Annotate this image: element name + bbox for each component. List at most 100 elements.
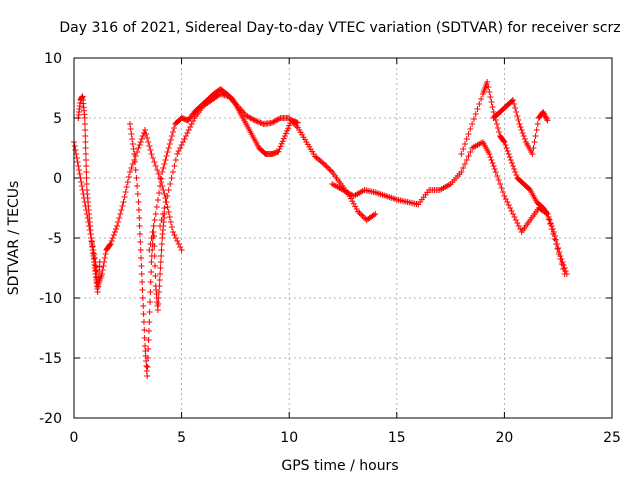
- data-point: [546, 217, 553, 223]
- series-track-6: [329, 139, 568, 277]
- data-point: [353, 206, 360, 212]
- data-point: [138, 263, 145, 269]
- data-point: [357, 211, 364, 218]
- data-point: [460, 146, 467, 152]
- data-point: [159, 211, 166, 217]
- data-point: [180, 139, 187, 145]
- data-point: [99, 267, 106, 273]
- data-point: [280, 135, 287, 142]
- data-point: [529, 151, 536, 157]
- data-point: [165, 145, 172, 151]
- data-point: [282, 130, 289, 137]
- data-point: [512, 169, 519, 175]
- data-point: [155, 301, 162, 307]
- data-point: [478, 96, 485, 102]
- data-point: [284, 127, 291, 134]
- data-point: [160, 165, 167, 171]
- data-point: [161, 161, 168, 167]
- data-point: [82, 133, 89, 139]
- data-point: [82, 139, 89, 145]
- data-point: [326, 166, 333, 173]
- data-point: [254, 118, 261, 125]
- data-point: [465, 153, 472, 159]
- data-point: [82, 127, 89, 133]
- data-point: [152, 263, 159, 269]
- data-point: [508, 160, 515, 166]
- data-point: [467, 149, 474, 155]
- data-point: [521, 136, 528, 142]
- data-point: [81, 121, 88, 127]
- data-point: [140, 303, 147, 309]
- data-point: [139, 133, 146, 139]
- data-point: [560, 262, 567, 268]
- data-point: [172, 235, 179, 241]
- data-point: [497, 181, 504, 187]
- data-point: [487, 154, 494, 160]
- data-point: [141, 335, 148, 341]
- data-point: [145, 337, 152, 343]
- data-point: [511, 101, 518, 107]
- data-point: [101, 255, 108, 261]
- data-point: [508, 208, 515, 214]
- data-point: [349, 198, 356, 205]
- data-point: [131, 159, 138, 165]
- data-point: [108, 238, 115, 244]
- data-point: [152, 211, 159, 217]
- data-point: [165, 209, 172, 215]
- data-point: [158, 241, 165, 247]
- data-point: [532, 133, 539, 139]
- data-point: [156, 190, 163, 196]
- data-point: [144, 355, 151, 361]
- data-point: [132, 167, 139, 173]
- data-point: [140, 319, 147, 325]
- data-point: [182, 133, 189, 139]
- data-point: [557, 253, 564, 259]
- data-point: [164, 149, 171, 155]
- data-point: [513, 172, 520, 178]
- x-tick-label: 5: [177, 430, 186, 446]
- axis-ticks: [73, 57, 613, 419]
- data-point: [134, 183, 141, 189]
- x-axis-label: GPS time / hours: [281, 458, 398, 474]
- data-point: [505, 202, 512, 208]
- data-point: [155, 171, 162, 177]
- data-point: [151, 253, 158, 259]
- data-point: [157, 265, 164, 271]
- x-tick-label: 0: [70, 430, 79, 446]
- data-point: [158, 253, 165, 259]
- data-point: [486, 89, 493, 95]
- data-point: [257, 119, 264, 126]
- data-point: [156, 283, 163, 289]
- data-point: [156, 289, 163, 295]
- data-point: [500, 138, 507, 144]
- data-point: [149, 155, 156, 161]
- data-point: [490, 163, 497, 169]
- data-point: [324, 164, 331, 171]
- data-point: [177, 244, 184, 250]
- y-tick-label: 0: [53, 171, 62, 187]
- data-point: [154, 307, 161, 313]
- data-point: [111, 229, 118, 235]
- data-point: [530, 145, 537, 151]
- data-point: [169, 169, 176, 175]
- data-point: [141, 327, 148, 333]
- data-point: [76, 167, 83, 173]
- data-point: [162, 199, 169, 205]
- data-point: [151, 159, 158, 165]
- data-point: [487, 94, 494, 100]
- data-point: [514, 113, 521, 119]
- data-point: [499, 189, 506, 195]
- x-tick-label: 10: [280, 430, 298, 446]
- data-point: [511, 166, 518, 172]
- data-point: [350, 200, 357, 207]
- data-point: [470, 116, 477, 122]
- data-point: [540, 109, 547, 115]
- data-point: [136, 142, 143, 148]
- data-point: [469, 121, 476, 127]
- data-point: [543, 114, 550, 121]
- data-point: [505, 151, 512, 157]
- data-point: [167, 219, 174, 225]
- x-tick-labels: 0 5 10 15 20 25: [70, 430, 621, 446]
- data-point: [171, 232, 178, 238]
- data-point: [139, 287, 146, 293]
